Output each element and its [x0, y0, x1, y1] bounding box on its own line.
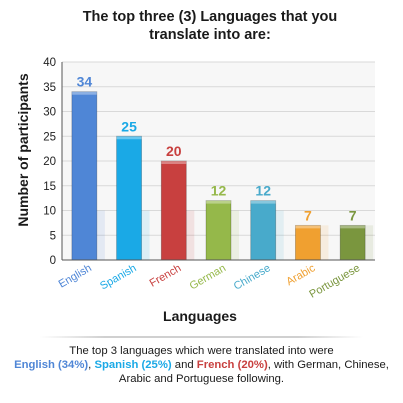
bar-highlight — [295, 225, 321, 229]
y-tick-label: 15 — [43, 181, 56, 193]
data-label: 12 — [211, 183, 227, 199]
y-tick-label: 5 — [50, 230, 56, 242]
bar-english — [71, 91, 98, 261]
x-tick-label: Portuguese — [307, 262, 362, 301]
caption-english: English (34%) — [14, 359, 89, 371]
y-tick-label: 25 — [43, 131, 56, 143]
x-tick-label: French — [148, 262, 184, 290]
bars — [71, 91, 374, 261]
bar-arabic — [295, 224, 321, 261]
data-label: 25 — [121, 118, 137, 134]
x-tick-label: Chinese — [232, 262, 273, 293]
bar-german — [205, 200, 232, 261]
x-tick-label: German — [188, 262, 228, 292]
y-tick-label: 20 — [43, 156, 56, 168]
caption-french: French (20%) — [196, 359, 268, 371]
bar-highlight — [340, 225, 366, 229]
y-axis-label: Number of participants — [15, 73, 31, 226]
bar-portuguese — [339, 224, 366, 261]
bar-highlight — [250, 200, 276, 204]
data-label: 20 — [166, 143, 182, 159]
data-label: 7 — [349, 207, 357, 223]
chart-title: The top three (3) Languages that you tra… — [82, 9, 338, 43]
bar-spanish — [116, 135, 142, 261]
caption-spanish: Spanish (25%) — [94, 359, 172, 371]
caption-and: and — [171, 359, 197, 371]
bar-highlight — [161, 161, 187, 164]
data-label: 34 — [77, 74, 93, 90]
y-tick-label: 0 — [50, 255, 56, 267]
bar-highlight — [116, 136, 142, 140]
x-tick-label: Spanish — [98, 262, 138, 292]
bar-highlight — [71, 91, 97, 95]
y-tick-label: 10 — [43, 206, 56, 218]
y-tick-label: 30 — [43, 107, 56, 119]
y-tick-label: 40 — [43, 57, 56, 69]
bar-french — [160, 160, 187, 261]
bar-chinese — [250, 200, 277, 261]
divider — [40, 336, 363, 338]
caption-line1: The top 3 languages which were translate… — [69, 345, 334, 357]
axes: 0 5 10 15 20 25 30 35 40 — [43, 57, 375, 267]
x-axis-label: Languages — [163, 308, 237, 324]
data-label: 7 — [304, 207, 312, 223]
caption-sep: , — [88, 359, 95, 371]
y-tick-label: 35 — [43, 82, 56, 94]
x-tick-label: Arabic — [284, 262, 317, 288]
data-label: 12 — [255, 183, 271, 199]
x-tick-label: English — [57, 262, 94, 290]
caption-rest: , with German, Chinese, Arabic and Portu… — [118, 359, 389, 385]
caption: The top 3 languages which were translate… — [12, 344, 391, 386]
bar-highlight — [206, 200, 231, 204]
